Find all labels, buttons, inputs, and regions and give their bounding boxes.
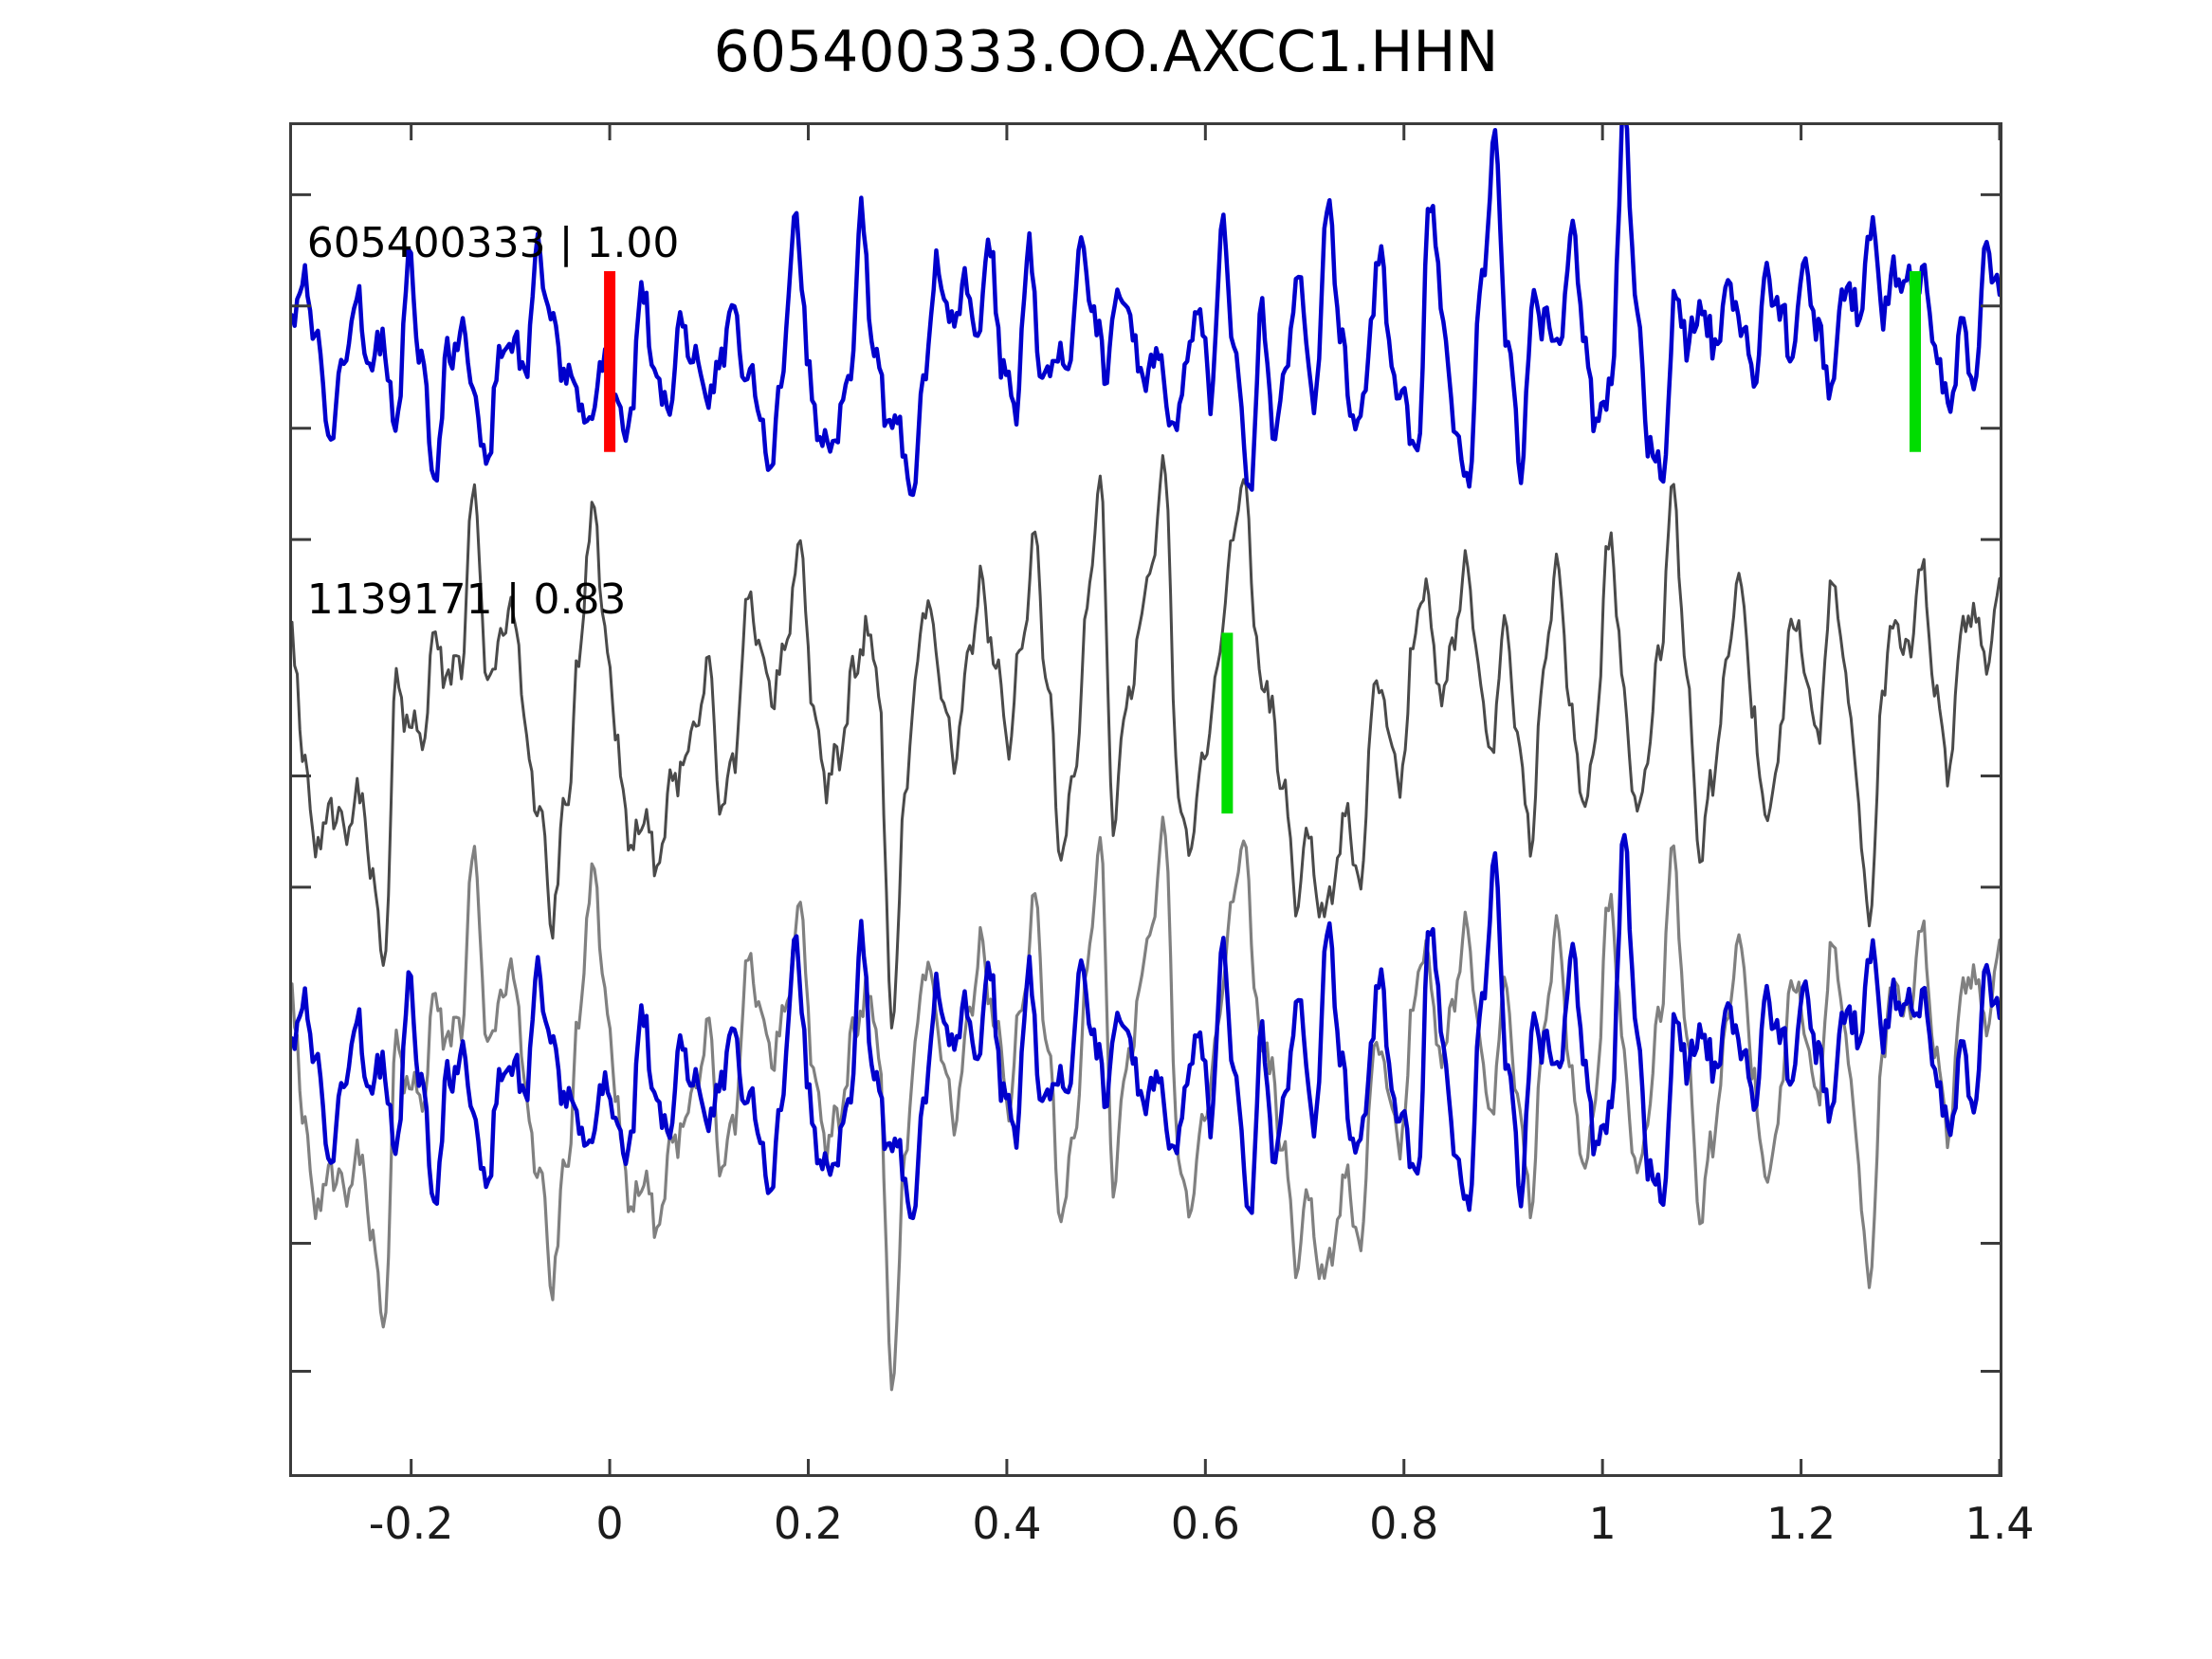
waveform-trace — [292, 832, 2000, 1221]
template-pick-marker — [604, 271, 616, 452]
page-title: 605400333.OO.AXCC1.HHN — [713, 19, 1499, 85]
waveform-trace — [292, 815, 2000, 1392]
plot-axes — [289, 122, 2002, 1477]
template-secondary-pick-marker — [1910, 271, 1921, 452]
x-tick-label: 0.4 — [972, 1498, 1042, 1549]
x-tick-label: 1.4 — [1965, 1498, 2035, 1549]
waveform-trace — [292, 454, 2000, 1030]
x-tick-label: 1 — [1588, 1498, 1617, 1549]
x-tick-label: 1.2 — [1766, 1498, 1837, 1549]
detection-pick-marker — [1221, 632, 1234, 814]
waveform-trace — [292, 125, 2000, 498]
x-tick-label: -0.2 — [368, 1498, 454, 1549]
waveform-canvas — [292, 125, 2000, 1474]
x-tick-label: 0.6 — [1170, 1498, 1240, 1549]
template-trace-label: 605400333 | 1.00 — [306, 219, 680, 268]
x-tick-label: 0.8 — [1369, 1498, 1439, 1549]
x-tick-label: 0.2 — [773, 1498, 844, 1549]
x-tick-label: 0 — [595, 1498, 624, 1549]
detection-trace-label: 1139171 | 0.83 — [306, 574, 627, 624]
